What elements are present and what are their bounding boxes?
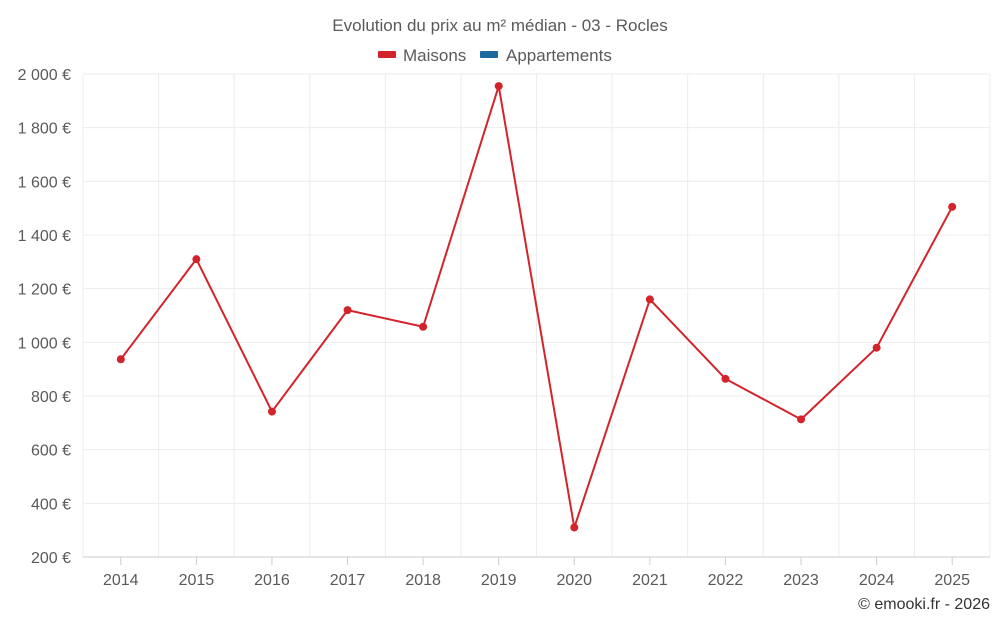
legend-swatch-maisons [378,51,396,58]
legend-item-maisons[interactable]: Maisons [378,46,466,65]
y-tick-label: 1 400 € [18,228,71,245]
credit-text: © emooki.fr - 2026 [858,596,990,613]
y-tick-label: 200 € [31,550,71,567]
y-tick-label: 600 € [31,443,71,460]
y-tick-label: 1 000 € [18,335,71,352]
y-tick-label: 800 € [31,389,71,406]
data-point-maisons-2014[interactable] [116,355,125,364]
x-tick-label: 2016 [254,572,290,589]
data-point-maisons-2023[interactable] [797,415,806,424]
data-point-maisons-2019[interactable] [494,82,503,91]
legend-swatch-appartements [480,51,498,58]
data-point-maisons-2016[interactable] [267,407,276,416]
legend-label-maisons: Maisons [403,46,466,65]
x-tick-label: 2020 [556,572,592,589]
data-point-maisons-2022[interactable] [721,374,730,383]
y-tick-label: 1 800 € [18,121,71,138]
y-tick-label: 1 200 € [18,282,71,299]
data-point-maisons-2017[interactable] [343,306,352,315]
x-tick-label: 2019 [481,572,517,589]
x-tick-label: 2017 [330,572,366,589]
data-point-maisons-2015[interactable] [192,255,201,264]
legend-item-appartements[interactable]: Appartements [480,46,612,65]
x-tick-label: 2025 [934,572,970,589]
y-tick-label: 1 600 € [18,174,71,191]
y-tick-label: 2 000 € [18,67,71,84]
x-tick-label: 2022 [708,572,744,589]
x-tick-label: 2021 [632,572,668,589]
x-tick-label: 2023 [783,572,819,589]
data-point-maisons-2024[interactable] [872,343,881,352]
vertical-gridlines [82,74,991,557]
x-tick-label: 2024 [859,572,895,589]
chart-title: Evolution du prix au m² médian - 03 - Ro… [332,16,667,35]
legend: Maisons Appartements [378,46,612,65]
data-point-maisons-2020[interactable] [570,523,579,532]
x-tick-label: 2014 [103,572,139,589]
x-tick-label: 2015 [179,572,215,589]
data-point-maisons-2025[interactable] [948,202,957,211]
y-tick-label: 400 € [31,496,71,513]
series-maisons [116,82,957,532]
data-point-maisons-2021[interactable] [645,295,654,304]
series-line-maisons [119,85,954,529]
data-point-maisons-2018[interactable] [419,322,428,331]
legend-label-appartements: Appartements [506,46,612,65]
x-axis-ticks: 2014 2015 2016 2017 2018 2019 2020 2021 2022 2023… [103,557,970,589]
x-tick-label: 2018 [405,572,441,589]
y-axis-ticks: 200 € 400 € 600 € 800 € 1 000 € 1 200 € 1 400 … [18,67,71,567]
